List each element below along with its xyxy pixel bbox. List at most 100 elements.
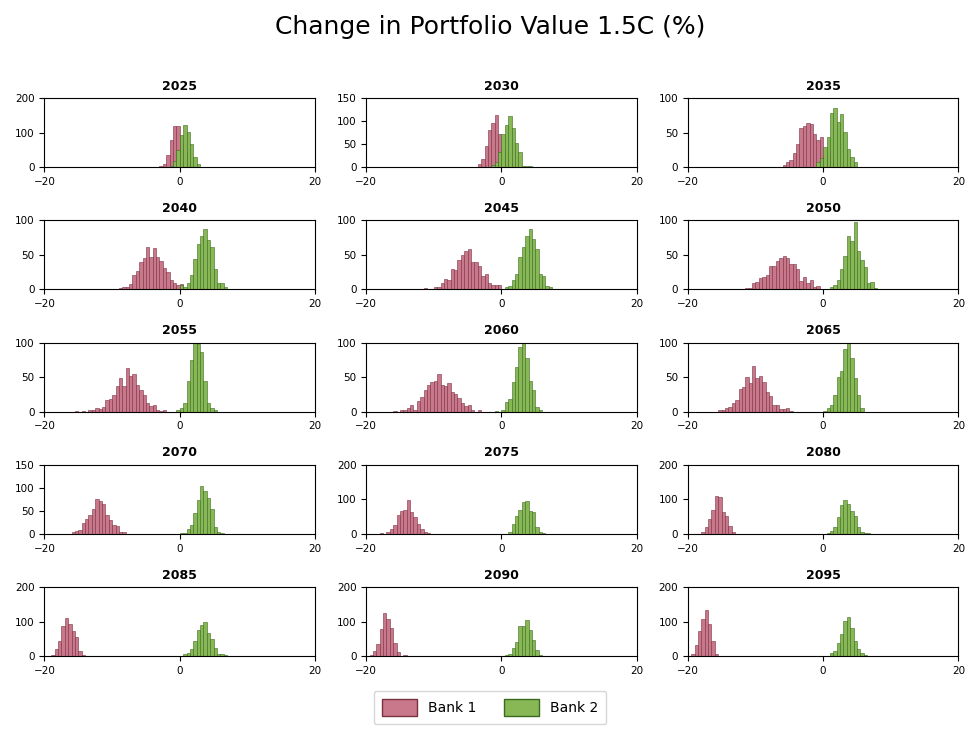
Bar: [407, 409, 410, 412]
Bar: [81, 655, 85, 656]
Title: 2030: 2030: [484, 79, 518, 93]
Bar: [176, 129, 179, 168]
Bar: [512, 282, 514, 290]
Bar: [167, 274, 170, 290]
Bar: [471, 409, 474, 412]
Bar: [193, 337, 197, 412]
Bar: [779, 254, 782, 290]
Bar: [423, 394, 427, 412]
Bar: [430, 287, 434, 290]
Bar: [826, 151, 830, 168]
Bar: [99, 410, 102, 412]
Bar: [851, 156, 854, 168]
Bar: [220, 285, 223, 290]
Bar: [505, 533, 509, 534]
Bar: [142, 261, 146, 290]
Bar: [416, 405, 420, 412]
Bar: [414, 514, 416, 534]
Bar: [437, 380, 441, 412]
Bar: [193, 512, 197, 534]
Bar: [521, 345, 525, 412]
Bar: [170, 165, 173, 168]
Bar: [386, 614, 390, 656]
Bar: [186, 276, 190, 290]
Bar: [153, 406, 156, 412]
Bar: [702, 610, 705, 656]
Bar: [72, 531, 74, 534]
Bar: [532, 520, 535, 534]
Title: 2035: 2035: [806, 79, 841, 93]
Bar: [167, 156, 170, 168]
Bar: [495, 160, 498, 168]
Bar: [505, 410, 509, 412]
Bar: [863, 270, 867, 290]
Bar: [458, 262, 461, 290]
Bar: [851, 359, 854, 412]
Bar: [393, 523, 397, 534]
Bar: [525, 503, 528, 534]
Bar: [400, 509, 404, 534]
Bar: [211, 513, 214, 534]
Bar: [756, 374, 759, 412]
Bar: [705, 526, 709, 534]
Bar: [217, 653, 221, 656]
Bar: [709, 628, 711, 656]
Bar: [400, 655, 404, 656]
Bar: [705, 609, 709, 656]
Bar: [69, 533, 72, 534]
Bar: [373, 652, 376, 656]
Bar: [179, 288, 183, 290]
Bar: [779, 409, 782, 412]
Bar: [160, 262, 163, 290]
Bar: [844, 360, 847, 412]
Bar: [847, 246, 851, 290]
Bar: [149, 243, 153, 290]
Bar: [532, 393, 535, 412]
Bar: [390, 531, 393, 534]
Bar: [509, 114, 512, 168]
Bar: [840, 630, 844, 656]
Bar: [840, 365, 844, 412]
Bar: [474, 409, 478, 412]
Bar: [176, 148, 179, 168]
Bar: [732, 532, 735, 534]
Bar: [153, 260, 156, 290]
Bar: [759, 279, 762, 290]
Bar: [870, 285, 874, 290]
Bar: [844, 133, 847, 168]
Bar: [762, 278, 765, 290]
Bar: [139, 263, 142, 290]
Bar: [454, 394, 458, 412]
Bar: [509, 531, 512, 534]
Bar: [444, 279, 447, 290]
Bar: [410, 513, 414, 534]
Bar: [190, 270, 193, 290]
Bar: [112, 392, 116, 412]
Bar: [525, 624, 528, 656]
Bar: [386, 533, 390, 534]
Bar: [211, 409, 214, 412]
Bar: [863, 533, 867, 534]
Bar: [698, 632, 702, 656]
Bar: [383, 616, 386, 656]
Bar: [803, 126, 807, 168]
Bar: [749, 377, 752, 412]
Bar: [81, 522, 85, 534]
Bar: [149, 403, 153, 412]
Bar: [183, 655, 186, 656]
Bar: [139, 392, 142, 412]
Bar: [393, 642, 397, 656]
Bar: [200, 486, 204, 534]
Bar: [851, 228, 854, 290]
Bar: [518, 156, 521, 168]
Bar: [451, 382, 454, 412]
Bar: [136, 384, 139, 412]
Bar: [423, 531, 427, 534]
Bar: [183, 287, 186, 290]
Bar: [491, 275, 495, 290]
Bar: [807, 129, 809, 168]
Bar: [95, 504, 99, 534]
Bar: [854, 233, 857, 290]
Bar: [78, 653, 81, 656]
Bar: [220, 531, 223, 534]
